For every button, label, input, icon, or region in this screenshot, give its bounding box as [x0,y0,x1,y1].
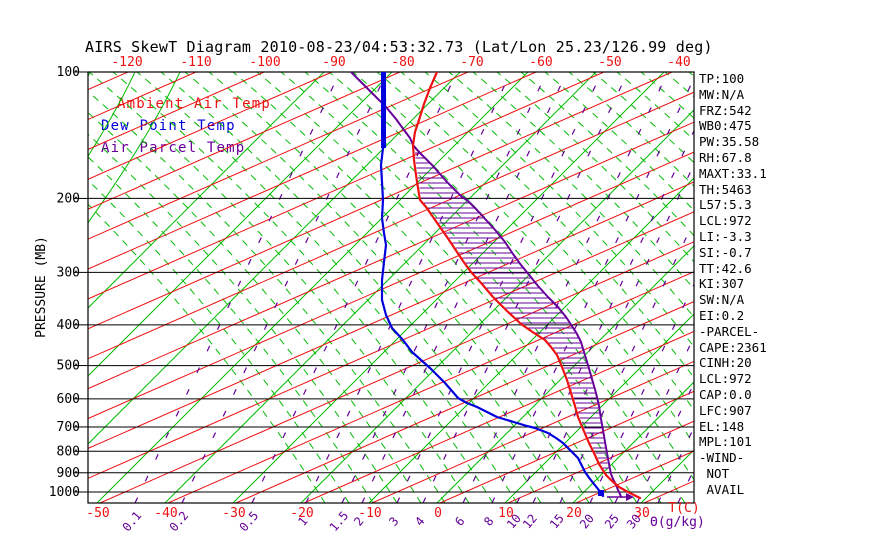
mixing-ratio-tick-label: 12 [520,511,540,531]
stats-line: -PARCEL- [699,323,760,339]
ambient-air-temp-curve [411,72,642,500]
sounding-curves [350,72,642,501]
mixing-ratio-axis-title: Θ(g/kg) [650,515,705,530]
temp-top-tick-label: -100 [249,55,280,70]
stats-line: CAP:0.0 [699,386,752,402]
temp-top-tick-label: -60 [529,55,552,70]
temp-top-tick-label: -50 [598,55,621,70]
temp-bottom-tick-label: 0 [434,506,442,521]
mixing-ratio-tick-label: 4 [412,514,427,529]
pressure-tick-label: 300 [57,265,80,280]
mixing-ratio-tick-label: 3 [386,514,401,529]
stats-line: WB0:475 [699,118,752,134]
stats-line: SW:N/A [699,292,745,308]
temp-axis-title: T(C) [668,501,699,516]
air-parcel-temp-curve [350,72,622,498]
stats-line: EI:0.2 [699,307,745,323]
grid-layer [88,72,694,503]
temp-bottom-tick-label: -10 [358,506,381,521]
temp-bottom-tick-label: 20 [566,506,582,521]
stats-line: TT:42.6 [699,260,752,276]
temp-bottom-tick-label: -50 [86,506,109,521]
stats-line: -WIND- [699,450,745,466]
page-title: AIRS SkewT Diagram 2010-08-23/04:53:32.7… [85,38,713,56]
stats-line: EL:148 [699,418,745,434]
temp-top-tick-label: -70 [460,55,483,70]
stats-line: TP:100 [699,71,745,86]
dew-point-temp-curve [379,146,605,498]
temp-bottom-tick-label: -20 [290,506,313,521]
stats-panel: TP:100 MW:N/A FRZ:542 WB0:475 PW:35.58 RH:67.… [699,71,767,498]
stats-line: LI:-3.3 [699,228,752,244]
temp-bottom-tick-label: 30 [634,506,650,521]
stats-line: FRZ:542 [699,102,752,118]
pressure-tick-label: 800 [57,444,80,459]
stats-line: PW:35.58 [699,134,760,150]
pressure-tick-label: 400 [57,318,80,333]
pressure-tick-label: 600 [57,392,80,407]
stats-line: KI:307 [699,276,745,292]
pressure-tick-label: 700 [57,420,80,435]
pressure-tick-label: 1000 [49,485,80,500]
stats-line: RH:67.8 [699,149,752,165]
legend-item-parcel: Air Parcel Temp [101,140,246,156]
stats-line: LCL:972 [699,371,752,387]
stats-line: LFC:907 [699,402,752,418]
stats-line: SI:-0.7 [699,244,752,260]
stats-line: AVAIL [699,481,745,497]
temp-top-tick-label: -40 [667,55,690,70]
temp-bottom-tick-label: -40 [154,506,177,521]
mixing-ratio-tick-label: 8 [481,514,496,529]
stats-line: MW:N/A [699,86,745,102]
stats-line: CINH:20 [699,355,752,371]
temp-bottom-tick-label: 10 [498,506,514,521]
mixing-ratio-tick-label: 25 [602,511,622,531]
temp-bottom-tick-label: -30 [222,506,245,521]
mixing-ratio-tick-label: 0.1 [120,509,145,535]
temp-top-tick-label: -120 [111,55,142,70]
pressure-gridlines [74,71,694,493]
pressure-tick-label: 200 [57,191,80,206]
surface-dewpoint-marker [598,490,604,496]
stats-line: NOT [699,465,730,481]
temp-top-tick-label: -90 [322,55,345,70]
mixing-ratio-tick-label: 1.5 [327,509,352,535]
stats-line: TH:5463 [699,181,752,197]
mixing-ratio-tick-label: 6 [452,514,467,529]
stats-line: L57:5.3 [699,197,752,213]
temp-top-tick-label: -110 [180,55,211,70]
pressure-tick-label: 100 [57,65,80,80]
mixing-ratio-tick-label: 15 [547,511,567,531]
stats-line: MAXT:33.1 [699,165,767,181]
pressure-tick-label: 500 [57,359,80,374]
pressure-axis-title: PRESSURE (MB) [34,236,49,338]
plot-border [87,71,695,504]
parcel-arrow-icon [626,493,634,501]
temp-top-tick-label: -80 [391,55,414,70]
stats-line: CAPE:2361 [699,339,767,355]
pressure-tick-label: 900 [57,466,80,481]
cape-hatch [415,152,609,469]
stats-line: LCL:972 [699,213,752,229]
stats-line: MPL:101 [699,434,752,450]
